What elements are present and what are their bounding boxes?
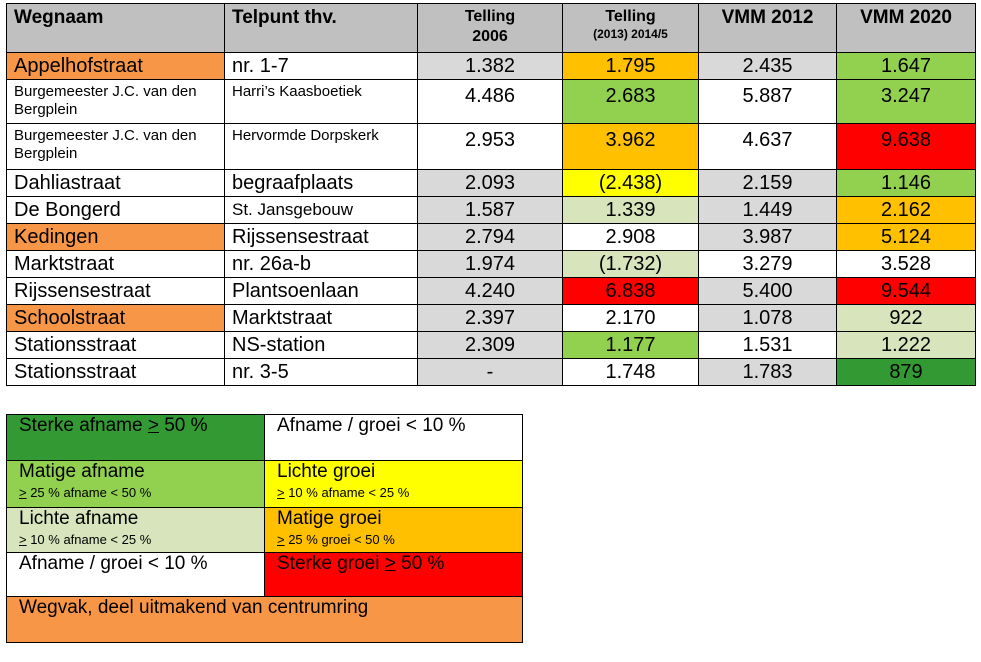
table-row: Dahliastraat begraafplaats 2.093 (2.438)… [6,169,976,197]
table-row: Schoolstraat Marktstraat 2.397 2.170 1.0… [6,304,976,332]
count-2014: 3.962 [562,123,699,170]
road-name: Stationsstraat [6,358,225,386]
legend-matige-groei: Matige groei > 25 % groei < 50 % [264,507,523,553]
count-2006: 2.397 [417,304,563,332]
count-2006: 2.093 [417,169,563,197]
vmm-2012: 3.987 [698,223,837,251]
header-telling-2014-line1: Telling [605,8,656,25]
vmm-2012: 1.783 [698,358,837,386]
count-2006: 1.382 [417,52,563,80]
count-2014: 2.683 [562,79,699,124]
vmm-2020: 3.247 [836,79,976,124]
road-name: Kedingen [6,223,225,251]
road-name: Burgemeester J.C. van den Bergplein [6,79,225,124]
count-2006: 1.974 [417,250,563,278]
legend-sterke-groei: Sterke groei > 50 % [264,552,523,597]
vmm-2020: 3.528 [836,250,976,278]
road-name: Marktstraat [6,250,225,278]
road-name: Stationsstraat [6,331,225,359]
header-telling-2006-line2: 2006 [472,28,508,45]
vmm-2012: 5.400 [698,277,837,305]
vmm-2020: 9.544 [836,277,976,305]
count-2014: 2.908 [562,223,699,251]
vmm-2012: 3.279 [698,250,837,278]
header-telling-2014-line2: (2013) 2014/5 [593,27,668,41]
legend-sterke-afname: Sterke afname > 50 % [6,414,265,461]
header-row: Wegnaam Telpunt thv. Telling 2006 Tellin… [6,3,976,53]
header-vmm-2020: VMM 2020 [836,3,976,53]
count-location: Plantsoenlaan [224,277,418,305]
count-location: Marktstraat [224,304,418,332]
count-location: Hervormde Dorpskerk [224,123,418,170]
count-2006: 2.953 [417,123,563,170]
count-location: Harri’s Kaasboetiek [224,79,418,124]
legend-matige-afname: Matige afname > 25 % afname < 50 % [6,460,265,508]
count-location: nr. 3-5 [224,358,418,386]
header-telling-2006-line1: Telling [464,8,516,25]
count-2006: 1.587 [417,196,563,224]
table-row: Burgemeester J.C. van den Bergplein Harr… [6,79,976,124]
table-row: Stationsstraat nr. 3-5 - 1.748 1.783 879 [6,358,976,386]
count-2006: 4.486 [417,79,563,124]
count-2014: 1.339 [562,196,699,224]
vmm-2012: 4.637 [698,123,837,170]
count-2014: (2.438) [562,169,699,197]
vmm-2020: 9.638 [836,123,976,170]
legend-afname-groei: Afname / groei < 10 % [6,552,265,597]
count-location: Rijssensestraat [224,223,418,251]
vmm-2012: 1.449 [698,196,837,224]
table-row: Stationsstraat NS-station 2.309 1.177 1.… [6,331,976,359]
count-2014: 1.177 [562,331,699,359]
header-telling-2014: Telling (2013) 2014/5 [562,3,699,53]
vmm-2020: 922 [836,304,976,332]
count-2014: 1.795 [562,52,699,80]
vmm-2020: 5.124 [836,223,976,251]
traffic-count-table: Wegnaam Telpunt thv. Telling 2006 Tellin… [6,3,976,386]
table-row: Kedingen Rijssensestraat 2.794 2.908 3.9… [6,223,976,251]
vmm-2012: 1.531 [698,331,837,359]
vmm-2020: 1.146 [836,169,976,197]
road-name: Burgemeester J.C. van den Bergplein [6,123,225,170]
legend-lichte-groei: Lichte groei > 10 % afname < 25 % [264,460,523,508]
vmm-2020: 879 [836,358,976,386]
vmm-2012: 1.078 [698,304,837,332]
table-row: Appelhofstraat nr. 1-7 1.382 1.795 2.435… [6,52,976,80]
legend-lichte-afname: Lichte afname > 10 % afname < 25 % [6,507,265,553]
vmm-2012: 2.435 [698,52,837,80]
count-location: NS-station [224,331,418,359]
count-2006: 4.240 [417,277,563,305]
count-location: nr. 1-7 [224,52,418,80]
road-name: Dahliastraat [6,169,225,197]
vmm-2012: 2.159 [698,169,837,197]
table-row: Burgemeester J.C. van den Bergplein Herv… [6,123,976,170]
vmm-2020: 2.162 [836,196,976,224]
count-2014: (1.732) [562,250,699,278]
count-2014: 2.170 [562,304,699,332]
header-telpunt: Telpunt thv. [224,3,418,53]
header-vmm-2012: VMM 2012 [698,3,837,53]
road-name: Rijssensestraat [6,277,225,305]
count-2006: 2.309 [417,331,563,359]
vmm-2012: 5.887 [698,79,837,124]
table-row: Marktstraat nr. 26a-b 1.974 (1.732) 3.27… [6,250,976,278]
count-location: St. Jansgebouw [224,196,418,224]
count-location: begraafplaats [224,169,418,197]
table-row: De Bongerd St. Jansgebouw 1.587 1.339 1.… [6,196,976,224]
road-name: De Bongerd [6,196,225,224]
count-location: nr. 26a-b [224,250,418,278]
color-legend: Sterke afname > 50 % Afname / groei < 10… [6,414,523,643]
road-name: Appelhofstraat [6,52,225,80]
header-wegnaam: Wegnaam [6,3,225,53]
table-row: Rijssensestraat Plantsoenlaan 4.240 6.83… [6,277,976,305]
header-telling-2006: Telling 2006 [417,3,563,53]
vmm-2020: 1.222 [836,331,976,359]
count-2014: 6.838 [562,277,699,305]
vmm-2020: 1.647 [836,52,976,80]
road-name: Schoolstraat [6,304,225,332]
count-2014: 1.748 [562,358,699,386]
legend-wegvak-centrumring: Wegvak, deel uitmakend van centrumring [6,596,523,643]
count-2006: 2.794 [417,223,563,251]
count-2006: - [417,358,563,386]
legend-afname-groei: Afname / groei < 10 % [264,414,523,461]
